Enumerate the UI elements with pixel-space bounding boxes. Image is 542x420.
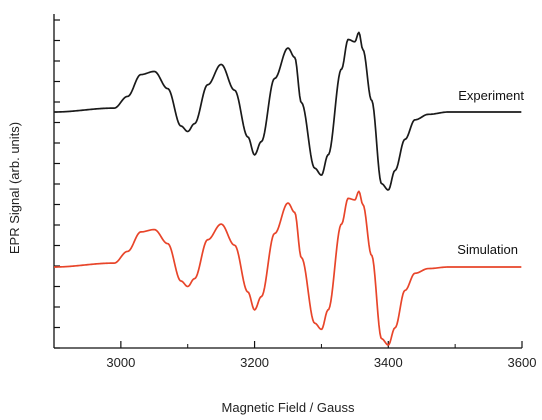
series-label-simulation: Simulation bbox=[457, 242, 518, 257]
y-ticks bbox=[54, 19, 60, 349]
series-group bbox=[54, 31, 522, 346]
axes bbox=[53, 14, 522, 349]
x-axis-title: Magnetic Field / Gauss bbox=[222, 400, 355, 415]
x-tick-label: 3400 bbox=[374, 355, 403, 370]
series-labels: Experiment Simulation bbox=[457, 88, 524, 257]
series-line-simulation bbox=[54, 190, 522, 346]
x-ticks: 3000 3200 3400 3600 bbox=[53, 341, 537, 370]
series-label-experiment: Experiment bbox=[458, 88, 524, 103]
series-line-experiment bbox=[54, 31, 522, 191]
x-tick-label: 3600 bbox=[508, 355, 537, 370]
x-tick-label: 3000 bbox=[106, 355, 135, 370]
x-tick-label: 3200 bbox=[240, 355, 269, 370]
y-axis-title: EPR Signal (arb. units) bbox=[7, 122, 22, 254]
